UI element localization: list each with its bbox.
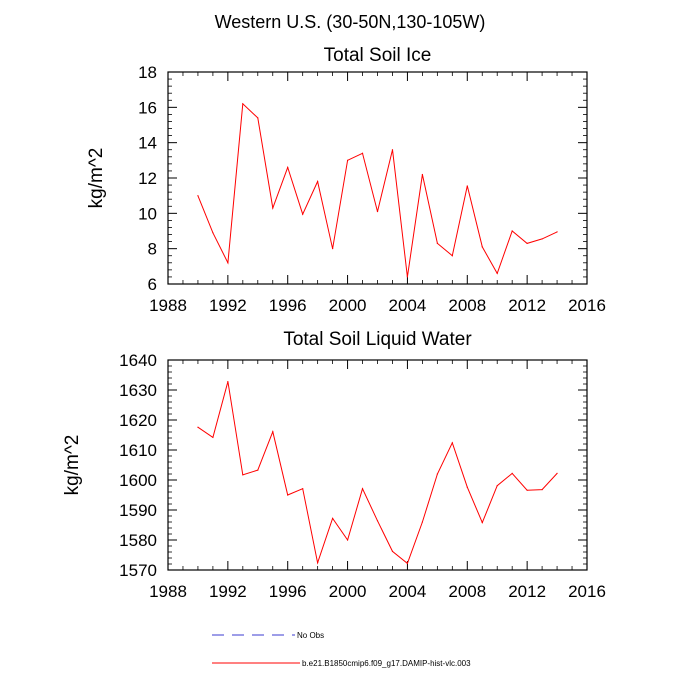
data-point <box>242 103 244 105</box>
data-point <box>212 232 214 234</box>
data-point <box>287 494 289 496</box>
chart-panel-2: Total Soil Liquid Water 1988 1992 1996 2000 2… <box>62 329 606 601</box>
data-point <box>346 159 349 161</box>
x-tick-label: 2016 <box>568 296 606 315</box>
data-point <box>451 442 453 444</box>
data-point <box>526 242 528 244</box>
panel-title: Total Soil Ice <box>324 45 432 66</box>
plot-frame <box>167 359 588 571</box>
chart-panel-1: Total Soil Ice 1988 1992 1996 2000 2004 2008 20… <box>86 45 606 315</box>
y-tick-label: 12 <box>138 169 157 188</box>
data-point <box>332 248 334 250</box>
data-point <box>511 230 513 232</box>
data-point <box>406 562 409 565</box>
y-tick-label: 18 <box>138 63 157 82</box>
data-point <box>466 486 468 488</box>
data-point <box>481 522 483 524</box>
x-tick-label: 2000 <box>329 582 367 601</box>
x-tick-label: 2016 <box>568 582 606 601</box>
series-line-1 <box>197 381 558 565</box>
data-point <box>496 485 498 487</box>
figure-title: Western U.S. (30-50N,130-105W) <box>215 12 486 32</box>
x-tick-label: 2012 <box>508 582 546 601</box>
x-tick-label: 2008 <box>448 296 486 315</box>
y-tick-label: 16 <box>138 98 157 117</box>
data-point <box>197 195 199 197</box>
y-tick-label: 1620 <box>119 411 157 430</box>
data-point <box>302 213 304 215</box>
legend: No Obs b.e21.B1850cmip6.f09_g17.DAMIP-his… <box>212 631 471 668</box>
x-tick-label: 2004 <box>389 582 427 601</box>
y-tick-label: 1580 <box>119 531 157 550</box>
data-point <box>302 488 304 490</box>
y-tick-label: 8 <box>148 240 157 259</box>
data-point <box>541 489 543 491</box>
legend-label-2: b.e21.B1850cmip6.f09_g17.DAMIP-hist-vlc.… <box>302 659 471 668</box>
legend-label-1: No Obs <box>297 631 324 640</box>
data-point <box>541 238 543 240</box>
x-tick-label: 2012 <box>508 296 546 315</box>
y-axis-label: kg/m^2 <box>62 435 83 496</box>
x-tick-label: 1992 <box>209 296 247 315</box>
panel-title: Total Soil Liquid Water <box>283 329 472 350</box>
x-tick-label: 2000 <box>329 296 367 315</box>
data-point <box>436 242 438 244</box>
data-point <box>212 436 214 438</box>
y-tick-label: 1570 <box>119 561 157 580</box>
x-tick-label: 1996 <box>269 582 307 601</box>
data-point <box>496 272 498 274</box>
x-tick-label: 2008 <box>448 582 486 601</box>
data-point <box>242 474 244 476</box>
data-point <box>556 472 558 474</box>
y-tick-label: 14 <box>138 134 157 153</box>
data-point <box>436 473 438 475</box>
data-point <box>361 488 364 490</box>
data-point <box>272 207 274 209</box>
plot-frame <box>167 71 588 285</box>
x-tick-label: 1992 <box>209 582 247 601</box>
data-point <box>421 521 423 523</box>
y-tick-label: 1640 <box>119 351 157 370</box>
x-tick-label: 1988 <box>149 296 187 315</box>
y-tick-label: 10 <box>138 204 157 223</box>
data-point <box>317 180 319 183</box>
data-point <box>257 117 259 119</box>
x-tick-label: 1996 <box>269 296 307 315</box>
data-point <box>526 489 528 491</box>
data-point <box>346 539 349 541</box>
data-point <box>391 149 394 151</box>
chart-panels: Total Soil Ice 1988 1992 1996 2000 2004 2008 20… <box>62 45 606 601</box>
y-tick-label: 6 <box>148 275 157 294</box>
data-point <box>421 173 423 176</box>
data-point <box>227 381 229 383</box>
data-point <box>317 562 319 564</box>
y-tick-label: 1610 <box>119 441 157 460</box>
y-tick-label: 1630 <box>119 381 157 400</box>
data-point <box>511 472 513 474</box>
data-point <box>332 517 334 520</box>
data-point <box>376 520 379 522</box>
y-axis-label: kg/m^2 <box>86 148 107 209</box>
data-point <box>451 255 453 257</box>
data-point <box>466 185 468 187</box>
data-point <box>287 166 289 168</box>
data-point <box>406 276 409 278</box>
y-tick-label: 1590 <box>119 501 157 520</box>
x-tick-label: 2004 <box>389 296 427 315</box>
data-point <box>272 431 274 433</box>
data-point <box>481 246 483 248</box>
data-point <box>227 262 229 264</box>
x-tick-label: 1988 <box>149 582 187 601</box>
data-point <box>376 210 379 213</box>
y-tick-label: 1600 <box>119 471 157 490</box>
data-point <box>556 231 558 233</box>
series-line-1 <box>197 102 558 277</box>
data-point <box>391 550 394 553</box>
data-point <box>257 469 259 471</box>
data-point <box>361 152 364 154</box>
data-point <box>197 426 199 428</box>
